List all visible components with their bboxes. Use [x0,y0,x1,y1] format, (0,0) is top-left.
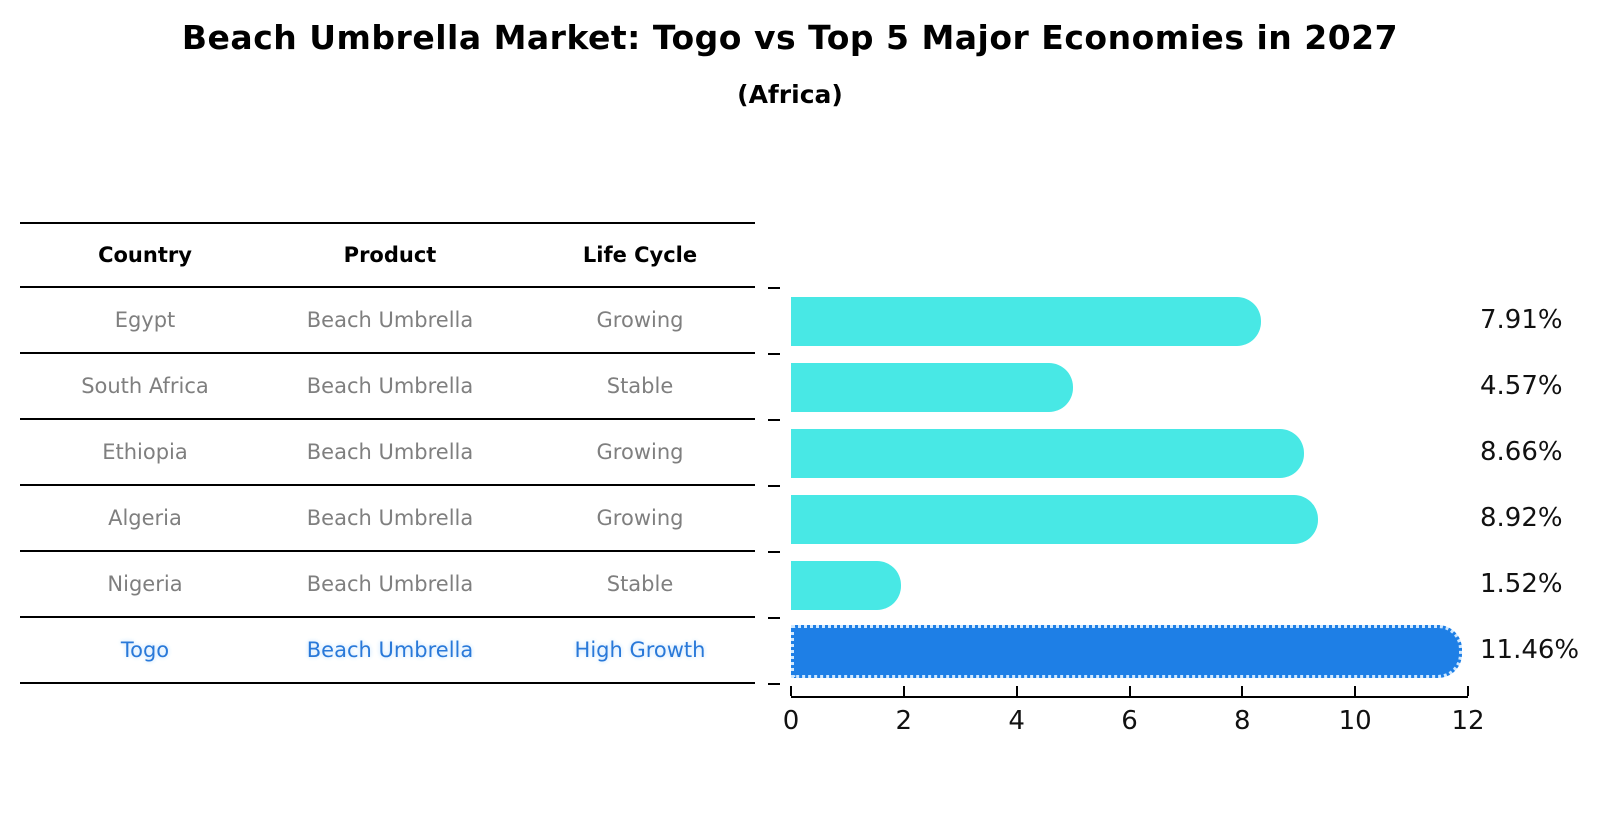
x-axis-tick-label: 2 [895,706,913,736]
table-row: Algeria Beach Umbrella Growing [20,486,755,552]
life-cycle-cell: Growing [596,506,684,530]
bar [791,296,1262,346]
x-axis-tick-label: 8 [1234,706,1251,736]
y-axis-tick [768,683,780,685]
x-axis-tick-label: 4 [1008,706,1025,736]
product-cell: Beach Umbrella [306,638,474,662]
header-country: Country [98,243,192,267]
life-cycle-cell: Growing [596,308,684,332]
table-row: South Africa Beach Umbrella Stable [20,354,755,420]
table-row: Ethiopia Beach Umbrella Growing [20,420,755,486]
y-axis-tick [768,485,780,487]
x-axis-tick-label: 0 [782,706,800,736]
x-axis-tick-label: 10 [1338,706,1372,736]
table-row: Egypt Beach Umbrella Growing [20,288,755,354]
bar-value-label: 7.91% [1480,305,1563,335]
table-row: Nigeria Beach Umbrella Stable [20,552,755,618]
product-cell: Beach Umbrella [306,506,474,530]
life-cycle-cell: High Growth [574,638,706,662]
bar-value-label: 8.92% [1480,503,1563,533]
x-axis-tick [1467,686,1469,696]
bar-value-label: 8.66% [1480,437,1563,467]
x-axis-tick [790,686,792,696]
y-axis-tick [768,617,780,619]
x-axis-tick [1241,686,1244,696]
country-cell: Togo [120,638,170,662]
bar-highlight [791,624,1462,678]
country-cell: South Africa [81,374,209,398]
chart-title: Beach Umbrella Market: Togo vs Top 5 Maj… [181,18,1399,57]
header-product: Product [343,243,437,267]
life-cycle-cell: Stable [606,374,674,398]
bar [791,362,1073,412]
product-cell: Beach Umbrella [306,374,474,398]
x-axis-tick [1015,686,1018,696]
country-cell: Ethiopia [102,440,188,464]
y-axis-tick [768,287,780,289]
x-axis-tick-label: 6 [1121,706,1138,736]
bar-value-label: 1.52% [1480,569,1563,599]
product-cell: Beach Umbrella [306,440,474,464]
y-axis-tick [768,419,780,421]
table-body: Egypt Beach Umbrella Growing South Africa Be… [20,288,755,684]
bar [791,428,1304,478]
country-cell: Nigeria [107,572,183,596]
table-header: Country Product Life Cycle [20,222,755,288]
bar-value-label: 4.57% [1480,371,1563,401]
x-axis-tick [902,686,905,696]
y-axis-tick [768,551,780,553]
bar [791,494,1319,544]
chart-subtitle: (Africa) [737,80,843,109]
y-axis-tick [768,353,780,355]
x-axis-tick [1128,686,1131,696]
country-cell: Algeria [108,506,182,530]
x-axis-tick-label: 12 [1451,706,1485,736]
bar [791,560,901,610]
life-cycle-cell: Growing [596,440,684,464]
bar-value-label: 11.46% [1480,635,1580,665]
table-row: Togo Beach Umbrella High Growth [20,618,755,684]
x-axis-line [791,696,1468,698]
life-cycle-cell: Stable [606,572,674,596]
header-life-cycle: Life Cycle [582,243,698,267]
x-axis-tick [1354,686,1357,696]
country-cell: Egypt [114,308,176,332]
product-cell: Beach Umbrella [306,308,474,332]
product-cell: Beach Umbrella [306,572,474,596]
